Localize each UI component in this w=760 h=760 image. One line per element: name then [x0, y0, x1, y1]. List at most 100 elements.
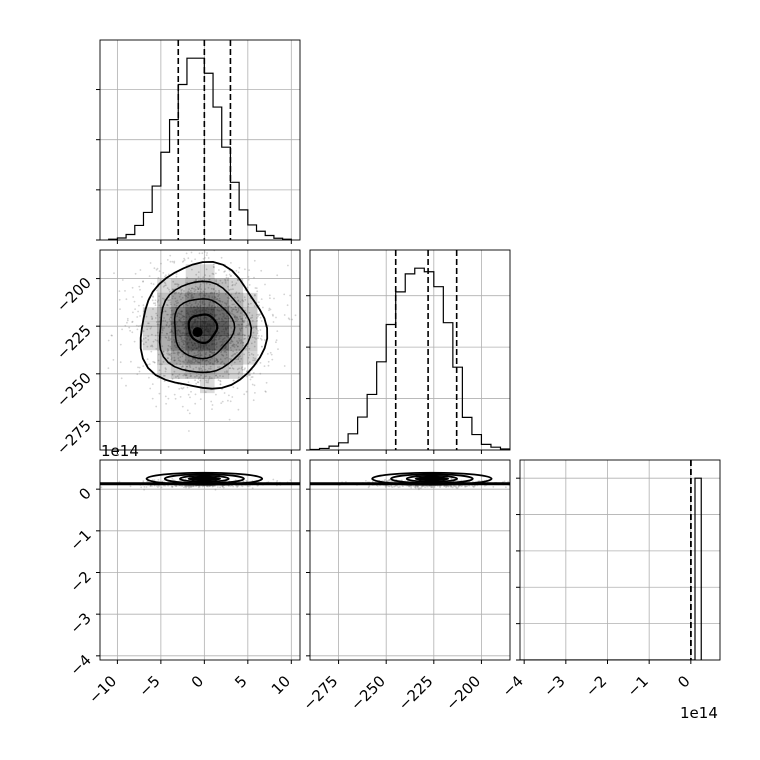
scatter-point: [225, 276, 228, 279]
scatter-point: [238, 337, 241, 340]
scatter-point: [181, 485, 184, 487]
scatter-point: [180, 290, 183, 292]
scatter-point: [191, 296, 194, 298]
scatter-point: [394, 485, 397, 487]
scatter-point: [169, 316, 172, 318]
contour-level: [187, 313, 219, 344]
scatter-point: [133, 340, 136, 343]
scatter-point: [190, 295, 193, 298]
scatter-point: [236, 486, 239, 488]
scatter-point: [167, 397, 170, 400]
scatter-point: [177, 357, 180, 359]
scatter-point: [269, 297, 271, 300]
y-tick-label: −250: [53, 369, 95, 411]
scatter-point: [172, 280, 175, 283]
scatter-point: [158, 369, 161, 372]
scatter-point: [171, 373, 174, 376]
scatter-point: [389, 480, 391, 483]
scatter-point: [172, 352, 175, 355]
scatter-point: [202, 358, 205, 361]
scatter-point: [175, 283, 178, 285]
scatter-point: [276, 330, 279, 332]
scatter-point: [275, 339, 278, 342]
scatter-point: [184, 485, 187, 488]
scatter-point: [256, 317, 258, 319]
scatter-point: [249, 317, 252, 319]
scatter-point: [214, 297, 217, 299]
scatter-point: [191, 287, 194, 289]
density-bin: [242, 292, 258, 308]
scatter-point: [150, 350, 153, 353]
scatter-point: [240, 357, 243, 360]
scatter-point: [167, 344, 170, 347]
scatter-point: [241, 327, 243, 329]
scatter-point: [230, 306, 233, 309]
scatter-point: [223, 351, 226, 353]
density-peak: [192, 327, 203, 338]
scatter-point: [216, 486, 219, 488]
scatter-point: [175, 300, 177, 303]
scatter-point: [193, 292, 196, 295]
scatter-point: [148, 275, 151, 277]
scatter-point: [199, 290, 202, 293]
scatter-point: [226, 371, 228, 374]
scatter-point: [166, 259, 169, 261]
scatter-point: [216, 298, 218, 301]
scatter-point: [132, 296, 135, 298]
scatter-point: [219, 279, 222, 282]
scatter-point: [207, 381, 209, 384]
scatter-point: [209, 350, 212, 353]
scatter-point: [217, 379, 220, 381]
scatter-point: [396, 484, 399, 487]
scatter-point: [216, 298, 219, 300]
density-bin: [228, 292, 244, 308]
scatter-point: [259, 329, 262, 331]
scatter-point: [275, 341, 277, 344]
scatter-point: [198, 373, 200, 375]
scatter-point: [236, 351, 238, 354]
scatter-point: [228, 305, 231, 308]
scatter-point: [229, 347, 232, 349]
scatter-point: [433, 485, 436, 487]
scatter-point: [420, 487, 422, 489]
scatter-point: [211, 351, 214, 354]
scatter-point: [219, 358, 222, 361]
scatter-point: [238, 292, 241, 295]
scatter-point: [236, 319, 238, 322]
scatter-point: [212, 273, 215, 275]
scatter-point: [173, 352, 176, 355]
panel-frame: [99, 249, 301, 451]
scatter-point: [254, 287, 257, 289]
scatter-point: [221, 360, 224, 363]
scatter-point: [186, 485, 189, 487]
scatter-point: [237, 358, 239, 361]
scatter-point: [414, 485, 417, 487]
scatter-point: [255, 338, 257, 340]
scatter-point: [240, 327, 243, 330]
scatter-point: [156, 301, 159, 303]
scatter-point: [228, 394, 230, 397]
scatter-point: [173, 393, 176, 396]
scatter-point: [235, 344, 238, 346]
scatter-point: [174, 297, 177, 300]
scatter-point: [201, 359, 204, 362]
scatter-point: [254, 294, 256, 297]
scatter-point: [163, 298, 166, 301]
scatter-point: [197, 361, 199, 364]
scatter-point: [157, 359, 160, 362]
scatter-point: [248, 354, 251, 356]
scatter-point: [190, 303, 193, 306]
scatter-point: [98, 280, 100, 282]
scatter-point: [201, 369, 204, 372]
scatter-point: [164, 319, 167, 322]
scatter-point: [177, 292, 180, 294]
scatter-point: [156, 331, 159, 334]
y-tick-label: −275: [53, 417, 95, 459]
scatter-point: [218, 300, 221, 302]
scatter-point: [176, 353, 179, 355]
scatter-point: [243, 338, 246, 340]
scatter-point: [231, 281, 234, 283]
scatter-point: [242, 320, 244, 322]
scatter-point: [194, 354, 197, 357]
scatter-point: [512, 482, 514, 484]
